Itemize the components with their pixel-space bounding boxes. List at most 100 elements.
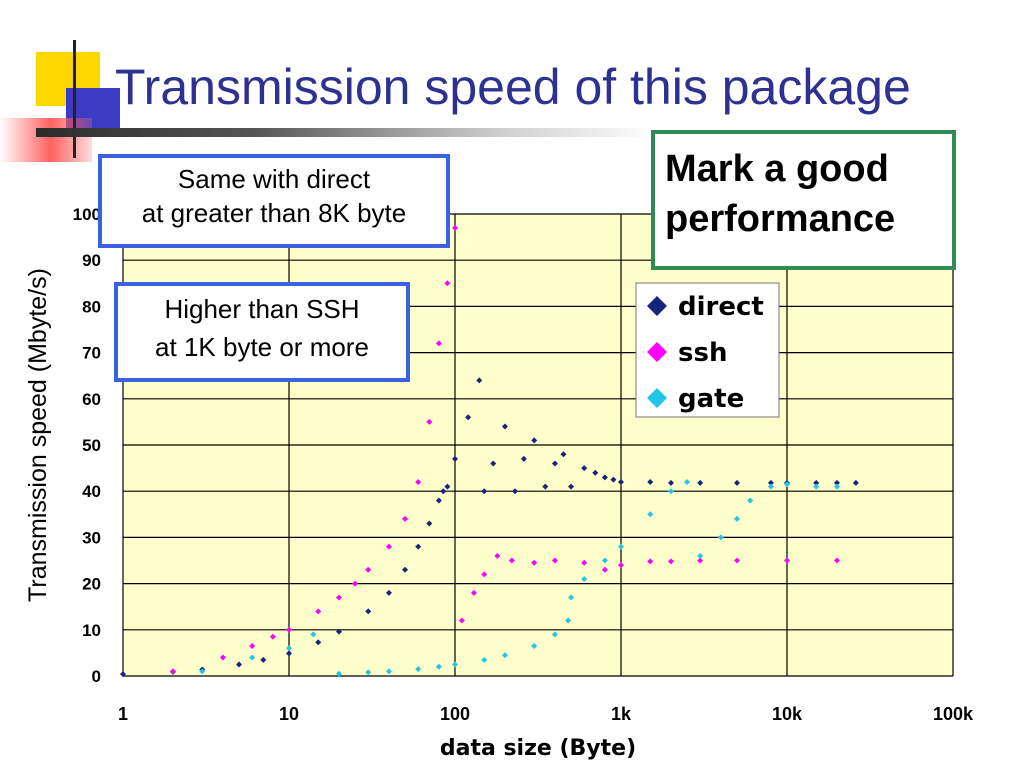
- ssh-point: [352, 580, 359, 587]
- ssh-point: [458, 617, 465, 624]
- direct-point: [440, 488, 447, 495]
- ssh-point: [508, 557, 515, 564]
- ssh-point: [581, 559, 588, 566]
- direct-point: [315, 639, 322, 646]
- gate-point: [601, 557, 608, 564]
- direct-point: [512, 488, 519, 495]
- gate-point: [833, 483, 840, 490]
- direct-point: [542, 483, 549, 490]
- deco-red-gradient: [0, 118, 92, 162]
- ssh-point: [647, 558, 654, 565]
- legend-marker-direct: [647, 296, 667, 316]
- ssh-point: [219, 654, 226, 661]
- gate-point: [501, 652, 508, 659]
- direct-point: [476, 377, 483, 384]
- gate-point: [365, 669, 372, 676]
- gate-point: [734, 515, 741, 522]
- ssh-point: [444, 280, 451, 287]
- y-tick-label: 70: [82, 344, 101, 363]
- y-tick-label: 40: [82, 482, 101, 501]
- callout-ssh-line1: Higher than SSH: [164, 294, 360, 324]
- y-tick-label: 100: [73, 205, 101, 224]
- ssh-point: [531, 559, 538, 566]
- legend-label-gate: gate: [678, 384, 744, 414]
- grid-lines: [122, 213, 954, 677]
- legend-marker-ssh: [647, 342, 667, 362]
- callout-ssh-line2: at 1K byte or more: [155, 332, 369, 362]
- direct-point: [415, 543, 422, 550]
- y-tick-label: 80: [82, 297, 101, 316]
- callout-good-line2: performance: [665, 198, 896, 240]
- gate-point: [565, 617, 572, 624]
- direct-point: [697, 479, 704, 486]
- ssh-point: [335, 594, 342, 601]
- direct-point: [481, 488, 488, 495]
- ssh-point: [481, 571, 488, 578]
- y-tick-label: 60: [82, 390, 101, 409]
- direct-point: [560, 451, 567, 458]
- direct-point: [610, 476, 617, 483]
- direct-point: [767, 479, 774, 486]
- x-tick-label: 100k: [933, 704, 974, 724]
- gate-point: [452, 661, 458, 668]
- ssh-point: [415, 478, 422, 485]
- legend-marker-gate: [647, 388, 667, 408]
- y-tick-label: 30: [82, 528, 101, 547]
- gate-point: [697, 552, 704, 559]
- callout-same-with-direct: Same with direct at greater than 8K byte: [98, 154, 450, 248]
- title-underline: [36, 128, 656, 137]
- x-tick-labels: 1 10 100 1k 10k 100k: [118, 704, 974, 724]
- ssh-point: [269, 633, 276, 640]
- callout-direct-line2: at greater than 8K byte: [141, 198, 407, 228]
- ssh-point: [249, 642, 256, 649]
- x-tick-label: 1k: [611, 704, 632, 724]
- gate-point: [310, 631, 317, 638]
- direct-point: [444, 483, 451, 490]
- ssh-point: [784, 557, 790, 564]
- ssh-point: [385, 543, 392, 550]
- y-tick-labels: 0 10 20 30 40 50 60 70 80 90 100: [73, 205, 101, 686]
- gate-point: [568, 594, 575, 601]
- direct-point: [520, 455, 527, 462]
- ssh-point: [494, 552, 501, 559]
- gate-point: [647, 511, 654, 518]
- ssh-point: [833, 557, 840, 564]
- direct-point: [452, 455, 458, 462]
- direct-point: [501, 423, 508, 430]
- direct-point: [120, 671, 126, 678]
- ssh-point: [618, 562, 624, 569]
- direct-point: [568, 483, 575, 490]
- direct-point: [286, 650, 292, 657]
- gate-point: [199, 668, 206, 675]
- ssh-point: [601, 566, 608, 573]
- gate-point: [581, 575, 588, 582]
- direct-point: [385, 589, 392, 596]
- gate-point: [531, 642, 538, 649]
- gate-point: [767, 483, 774, 490]
- x-tick-label: 1: [118, 704, 128, 724]
- series-layer: [120, 224, 859, 678]
- gate-point: [385, 668, 392, 675]
- gate-point: [335, 670, 342, 677]
- x-tick-label: 100: [440, 704, 470, 724]
- direct-point: [667, 479, 674, 486]
- legend: direct ssh gate: [635, 282, 780, 418]
- gate-point: [249, 654, 256, 661]
- y-tick-label: 90: [82, 251, 101, 270]
- slide-title: Transmission speed of this package: [115, 59, 911, 115]
- y-tick-label: 50: [82, 436, 101, 455]
- gate-point: [784, 481, 790, 488]
- gate-point: [747, 497, 754, 504]
- ssh-point: [426, 418, 433, 425]
- direct-point: [734, 479, 741, 486]
- x-axis-label: data size (Byte): [440, 736, 636, 761]
- ssh-point: [286, 626, 292, 633]
- direct-point: [402, 566, 409, 573]
- callout-good-performance: Mark a good performance: [651, 130, 956, 270]
- gate-point: [684, 478, 691, 485]
- direct-point: [365, 608, 372, 615]
- ssh-point: [315, 608, 322, 615]
- y-tick-label: 10: [82, 621, 101, 640]
- callout-direct-line1: Same with direct: [177, 164, 371, 194]
